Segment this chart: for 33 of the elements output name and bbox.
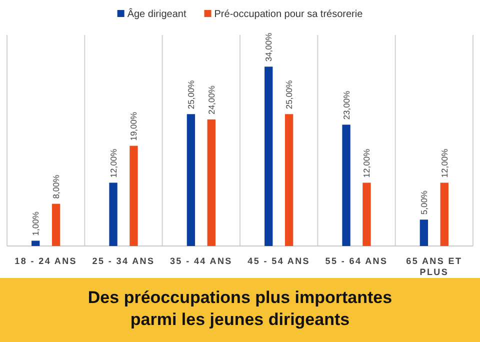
data-label: 12,00% <box>362 148 372 178</box>
bar <box>420 220 428 246</box>
legend-label: Âge dirigeant <box>127 8 186 20</box>
bar <box>342 124 350 246</box>
data-label: 24,00% <box>206 85 216 114</box>
bar <box>109 182 118 246</box>
x-tick-label: 35 - 44 ANS <box>170 256 232 266</box>
x-tick-label: 45 - 54 ANS <box>248 256 310 266</box>
data-label: 12,00% <box>439 148 450 178</box>
data-label: 8,00% <box>51 174 62 199</box>
bar <box>186 114 196 246</box>
bar <box>32 240 40 246</box>
data-label: 5,00% <box>418 190 429 215</box>
text: Des préoccupations plus importantes parmi les jeunes dirigeants <box>88 288 392 329</box>
bar <box>362 182 371 246</box>
x-tick-label: 25 - 34 ANS <box>92 256 155 266</box>
data-label: 19,00% <box>128 112 139 141</box>
bar <box>284 114 294 246</box>
bar <box>130 146 138 246</box>
bar <box>440 182 448 246</box>
x-tick-label: 65 ANS ET PLUS <box>406 256 462 277</box>
data-label: 12,00% <box>108 148 118 178</box>
data-label: 1,00% <box>30 211 41 236</box>
x-tick-label: 18 - 24 ANS <box>14 256 78 266</box>
data-label: 34,00% <box>264 32 274 62</box>
bar <box>264 66 273 246</box>
data-label: 25,00% <box>186 80 196 110</box>
data-label: 23,00% <box>341 90 352 120</box>
bar <box>52 204 60 246</box>
x-tick-label: 55 - 64 ANS <box>325 256 388 266</box>
data-label: 25,00% <box>284 80 294 110</box>
legend-label: Pré-occupation pour sa trésorerie <box>214 9 364 20</box>
bar <box>207 119 216 246</box>
